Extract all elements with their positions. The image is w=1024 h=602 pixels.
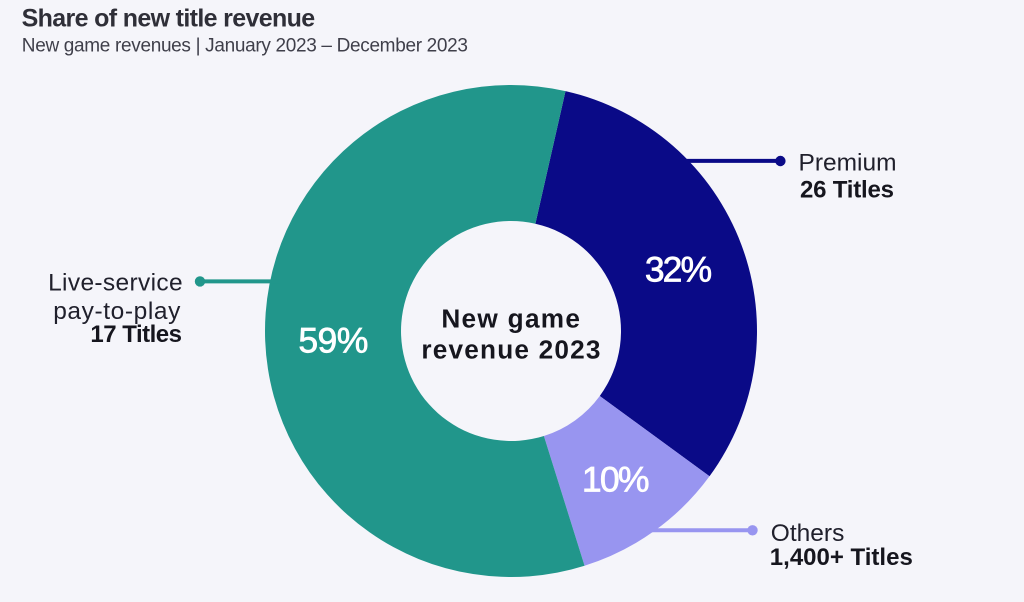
svg-text:17 Titles: 17 Titles [90,321,181,348]
svg-text:revenue 2023: revenue 2023 [421,335,601,365]
svg-text:26 Titles: 26 Titles [800,176,894,203]
svg-text:59%: 59% [298,320,367,360]
svg-text:pay-to-play: pay-to-play [53,298,181,325]
svg-text:Premium: Premium [799,149,897,176]
svg-text:Share of new title revenue: Share of new title revenue [22,5,316,33]
svg-text:1,400+ Titles: 1,400+ Titles [770,544,913,571]
svg-text:New game: New game [441,303,581,333]
svg-text:10%: 10% [582,459,649,499]
svg-text:Live-service: Live-service [48,270,183,297]
svg-text:32%: 32% [645,250,712,290]
svg-text:Others: Others [771,520,845,547]
svg-text:New game revenues | January 20: New game revenues | January 2023 – Decem… [22,36,468,57]
